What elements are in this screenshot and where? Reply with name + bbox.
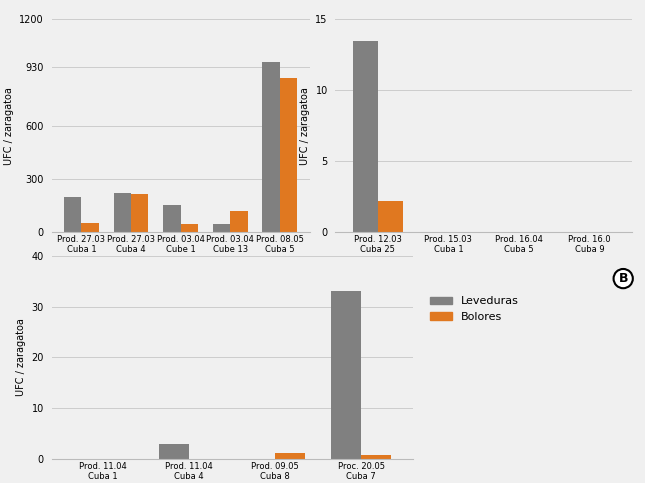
Y-axis label: UFC / zaragatoa: UFC / zaragatoa <box>300 86 310 165</box>
Y-axis label: UFC / zaragatoa: UFC / zaragatoa <box>4 86 14 165</box>
Bar <box>361 455 392 459</box>
Bar <box>213 224 230 232</box>
Bar <box>181 224 198 232</box>
Bar <box>114 193 131 232</box>
Bar <box>378 200 402 232</box>
Bar <box>353 41 378 232</box>
Bar <box>131 194 148 232</box>
Text: A: A <box>297 272 306 285</box>
Bar <box>275 453 305 459</box>
Text: B: B <box>619 272 628 285</box>
Bar <box>163 205 181 232</box>
Bar <box>64 197 81 232</box>
Bar <box>230 212 248 232</box>
Bar <box>280 78 297 232</box>
Y-axis label: UFC / zaragatoa: UFC / zaragatoa <box>16 318 26 397</box>
Bar <box>81 223 99 232</box>
Bar <box>159 443 189 459</box>
Bar <box>263 62 280 232</box>
Bar <box>331 291 361 459</box>
Legend: Leveduras, Bolores: Leveduras, Bolores <box>426 292 524 327</box>
